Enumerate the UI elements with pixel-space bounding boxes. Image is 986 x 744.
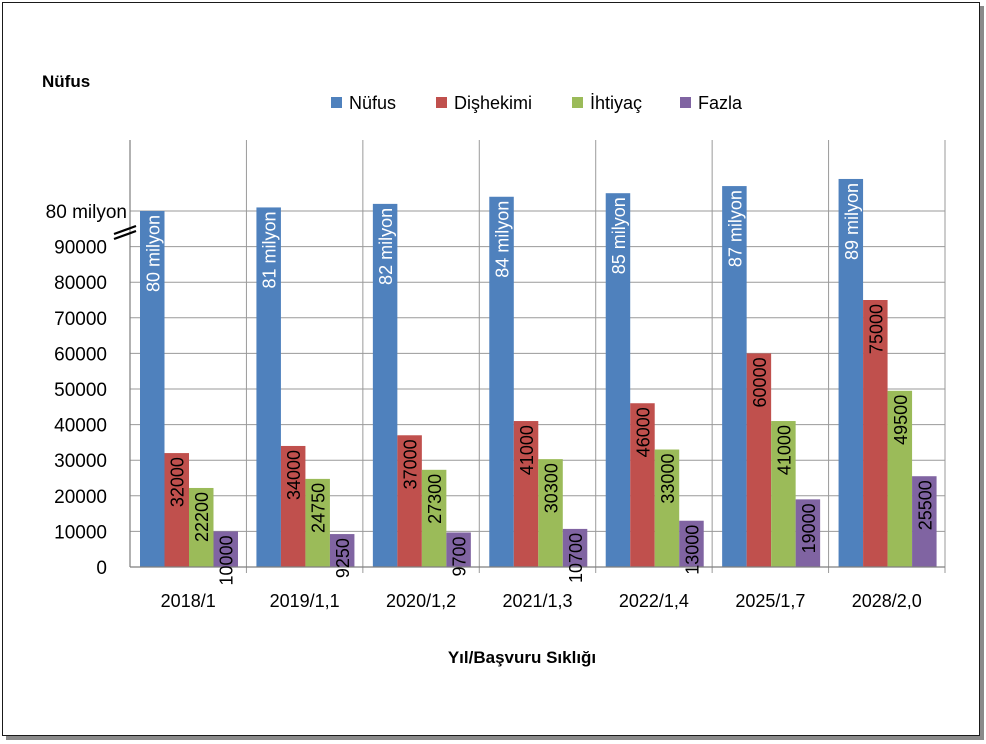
y-tick-label: 60000: [54, 344, 107, 365]
category-label: 2025/1,7: [735, 591, 805, 611]
y-tick-label: 70000: [54, 309, 107, 330]
bar: [372, 203, 398, 567]
bar: [605, 193, 631, 567]
bar: [256, 207, 281, 567]
data-label: 24750: [309, 483, 329, 533]
y-tick-label: 80000: [54, 273, 107, 294]
bar: [213, 531, 238, 567]
legend-swatch: [331, 97, 342, 108]
y-tick-label: 50000: [54, 380, 107, 401]
x-axis-title: Yıl/Başvuru Sıklığı: [448, 648, 596, 667]
axis-break-mark: [113, 229, 137, 241]
category-label: 2021/1,3: [502, 591, 572, 611]
bar: [329, 534, 355, 567]
bar: [838, 178, 864, 567]
legend-swatch: [680, 97, 691, 108]
category-label: 2018/1: [161, 591, 216, 611]
data-label: 10000: [217, 535, 237, 585]
bar: [538, 459, 563, 567]
bars: [140, 178, 937, 567]
category-label: 2019/1,1: [270, 591, 340, 611]
data-label: 49500: [891, 395, 911, 445]
axis-break-mark: [113, 224, 137, 236]
bar: [305, 478, 330, 567]
category-label: 2020/1,2: [386, 591, 456, 611]
axes: [113, 140, 945, 568]
bar: [562, 528, 588, 567]
data-label: 34000: [284, 450, 304, 500]
legend-entry: İhtiyaç: [590, 93, 642, 113]
data-label: 9700: [450, 536, 470, 576]
legend-swatch: [572, 97, 583, 108]
bar: [722, 186, 747, 567]
y-tick-label: 10000: [54, 522, 107, 543]
bar: [912, 476, 937, 567]
data-label: 10700: [566, 533, 586, 583]
legend-swatch: [436, 97, 447, 108]
bar: [140, 211, 165, 567]
data-label: 27300: [425, 474, 445, 524]
data-label: 80 milyon: [143, 215, 163, 292]
bar: [513, 421, 539, 567]
data-label: 81 milyon: [260, 211, 280, 288]
data-label: 9250: [333, 538, 353, 578]
data-label: 87 milyon: [725, 190, 745, 267]
data-label: 89 milyon: [842, 183, 862, 260]
legend-entry: Nüfus: [349, 93, 396, 113]
legend-entry: Dişhekimi: [454, 93, 532, 113]
y-tick-label: 30000: [54, 451, 107, 472]
y-tick-label: 20000: [54, 487, 107, 508]
bar: [771, 421, 796, 567]
y-axis-title: Nüfus: [42, 72, 90, 91]
data-label: 41000: [774, 425, 794, 475]
data-label: 19000: [799, 503, 819, 553]
data-label: 60000: [750, 357, 770, 407]
bar: [863, 300, 888, 567]
bar: [421, 469, 447, 567]
data-label: 22200: [192, 492, 212, 542]
data-label: 85 milyon: [609, 197, 629, 274]
bar: [489, 196, 514, 567]
category-label: 2022/1,4: [619, 591, 689, 611]
legend-entry: Fazla: [698, 93, 743, 113]
data-label: 25500: [915, 480, 935, 530]
bar: [679, 520, 704, 567]
category-label: 2028/2,0: [852, 591, 922, 611]
bar: [280, 445, 306, 567]
data-label: 13000: [682, 525, 702, 575]
bar: [189, 487, 214, 567]
data-label: 37000: [401, 439, 421, 489]
legend: Nüfus Dişhekimi İhtiyaç Fazla: [331, 93, 743, 113]
bar: [446, 532, 471, 567]
y-tick-labels: 0 10000 20000 30000 40000 50000 60000 70000 8000…: [46, 202, 127, 579]
data-label: 32000: [168, 457, 188, 507]
category-labels: 2018/1 2019/1,1 2020/1,2 2021/1,3 2022/1,4 20…: [161, 591, 922, 611]
bar: [397, 435, 422, 567]
bar: [746, 353, 772, 567]
y-tick-label-million: 80 milyon: [46, 202, 127, 223]
y-tick-label: 0: [96, 558, 107, 579]
data-label: 75000: [866, 304, 886, 354]
bar: [887, 390, 913, 567]
data-label: 41000: [517, 425, 537, 475]
data-label: 46000: [633, 407, 653, 457]
data-labels: 80 milyon 81 milyon 82 milyon 84 milyon 85 m…: [143, 183, 935, 586]
data-label: 82 milyon: [376, 208, 396, 285]
bar: [164, 453, 189, 567]
y-tick-label: 40000: [54, 416, 107, 437]
y-tick-label: 90000: [54, 238, 107, 259]
bar: [654, 449, 680, 567]
data-label: 33000: [658, 454, 678, 504]
bar: [795, 499, 821, 567]
data-label: 84 milyon: [493, 201, 513, 278]
bar: [630, 403, 655, 567]
data-label: 30300: [542, 463, 562, 513]
